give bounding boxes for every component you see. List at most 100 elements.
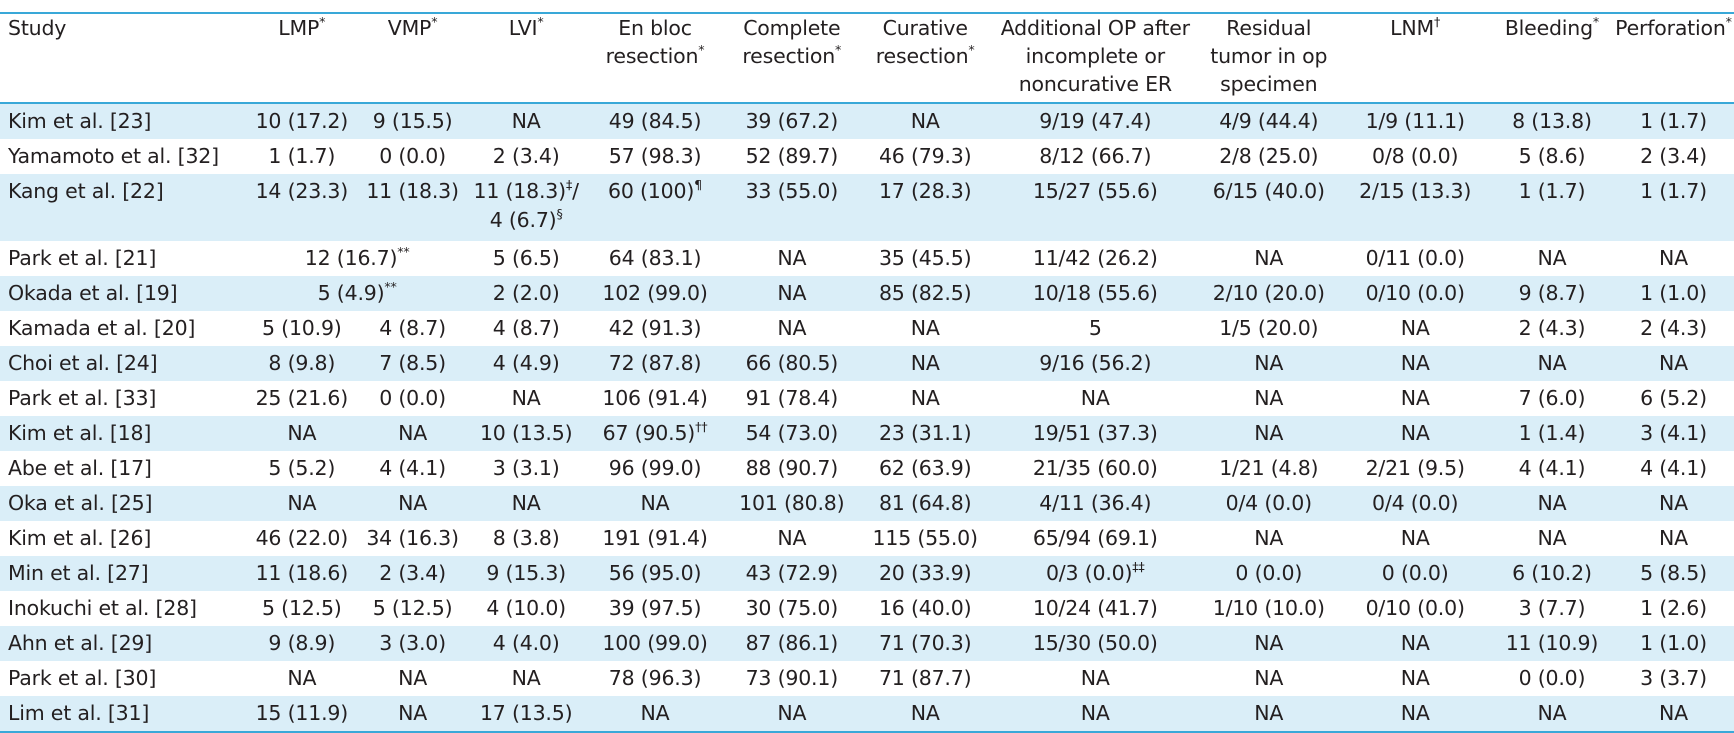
cell-bleeding: 5 (8.6) (1518, 144, 1586, 168)
cell-bleeding: 8 (13.8) (1490, 103, 1613, 139)
cell-bleeding: 4 (4.1) (1518, 456, 1586, 480)
cell-perforation: 2 (3.4) (1640, 144, 1707, 168)
cell-vmp: NA (398, 666, 428, 690)
cell-perforation: 3 (4.1) (1612, 416, 1734, 451)
cell-lvi: NA (467, 486, 585, 521)
cell-additional-op: 15/27 (55.6) (992, 174, 1199, 241)
cell-complete: NA (777, 246, 807, 270)
cell-study: Park et al. [21] (8, 246, 157, 270)
cell-lvi: 2 (2.0) (467, 276, 585, 311)
cell-curative: 20 (33.9) (857, 556, 993, 591)
cell-en-bloc: NA (584, 696, 726, 733)
cell-lmp: 1 (1.7) (268, 144, 336, 168)
cell-residual: 2/8 (25.0) (1219, 144, 1319, 168)
cell-lvi: 4 (10.0) (486, 596, 566, 620)
cell-lvi: NA (511, 386, 541, 410)
cell-vmp: 11 (18.3) (357, 174, 468, 241)
cell-perforation: 3 (3.7) (1640, 666, 1707, 690)
cell-lnm: NA (1400, 316, 1430, 340)
cell-lnm: 1/9 (11.1) (1339, 103, 1491, 139)
cell-perforation: NA (1659, 246, 1688, 270)
header-lmp: LMP* (246, 14, 358, 104)
header-vmp: VMP* (357, 14, 468, 104)
cell-bleeding: 0 (0.0) (1518, 666, 1586, 690)
cell-complete: NA (777, 526, 807, 550)
cell-curative: 17 (28.3) (857, 174, 993, 241)
header-complete-resection: Complete resection* (725, 14, 858, 104)
cell-lmp: 14 (23.3) (246, 174, 358, 241)
cell-lvi: 10 (13.5) (467, 416, 585, 451)
table-row: Kang et al. [22] 14 (23.3) 11 (18.3) 11 … (0, 174, 1734, 241)
cell-en-bloc: 57 (98.3) (608, 144, 702, 168)
cell-bleeding: 3 (7.7) (1518, 596, 1586, 620)
cell-lmp: 9 (8.9) (246, 626, 358, 661)
cell-complete: 30 (75.0) (745, 596, 839, 620)
cell-perforation: 1 (2.6) (1640, 596, 1707, 620)
cell-study: Park et al. [30] (8, 666, 157, 690)
cell-curative: 23 (31.1) (857, 416, 993, 451)
cell-perforation: NA (1659, 526, 1688, 550)
cell-en-bloc: 56 (95.0) (584, 556, 726, 591)
cell-additional-op: 19/51 (37.3) (992, 416, 1199, 451)
cell-lvi: 17 (13.5) (467, 696, 585, 733)
cell-lmp: 8 (9.8) (246, 346, 358, 381)
cell-study: Park et al. [33] (8, 386, 157, 410)
cell-en-bloc: 67 (90.5)†† (584, 416, 726, 451)
cell-en-bloc: 106 (91.4) (602, 386, 708, 410)
header-perforation: Perforation* (1612, 14, 1734, 104)
cell-en-bloc: 64 (83.1) (608, 246, 702, 270)
cell-lmp: 10 (17.2) (246, 103, 358, 139)
table-row: Abe et al. [17] 5 (5.2) 4 (4.1) 3 (3.1) … (0, 451, 1734, 486)
cell-bleeding: 11 (10.9) (1490, 626, 1613, 661)
cell-bleeding: NA (1537, 526, 1567, 550)
cell-additional-op: 5 (1088, 316, 1102, 340)
cell-curative: 71 (70.3) (857, 626, 993, 661)
cell-lnm: 0 (0.0) (1339, 556, 1491, 591)
cell-curative: 71 (87.7) (878, 666, 972, 690)
cell-residual: NA (1198, 416, 1340, 451)
cell-bleeding: 2 (4.3) (1518, 316, 1586, 340)
cell-vmp: 0 (0.0) (379, 386, 446, 410)
results-table: Study LMP* VMP* LVI* En bloc resection* C… (0, 14, 1734, 733)
cell-residual: NA (1254, 526, 1284, 550)
cell-perforation: 1 (1.7) (1612, 174, 1734, 241)
cell-additional-op: 65/94 (69.1) (1032, 526, 1158, 550)
cell-lmp: 46 (22.0) (255, 526, 349, 550)
cell-study: Okada et al. [19] (0, 276, 247, 311)
cell-en-bloc: 191 (91.4) (602, 526, 708, 550)
cell-study: Lim et al. [31] (0, 696, 247, 733)
cell-complete: 66 (80.5) (725, 346, 858, 381)
table-row: Yamamoto et al. [32] 1 (1.7) 0 (0.0) 2 (… (0, 139, 1734, 174)
cell-lnm: 2/15 (13.3) (1339, 174, 1491, 241)
cell-lnm: 0/10 (0.0) (1365, 596, 1465, 620)
header-lnm: LNM† (1339, 14, 1491, 104)
cell-vmp: 4 (8.7) (379, 316, 446, 340)
header-additional-op: Additional OP after incomplete or noncurat… (992, 14, 1199, 104)
cell-perforation: 1 (1.7) (1612, 103, 1734, 139)
header-row: Study LMP* VMP* LVI* En bloc resection* C… (0, 14, 1734, 104)
cell-perforation: 4 (4.1) (1640, 456, 1707, 480)
cell-bleeding: 1 (1.7) (1490, 174, 1613, 241)
cell-perforation: 1 (1.0) (1612, 276, 1734, 311)
cell-additional-op: NA (992, 696, 1199, 733)
cell-residual: 0 (0.0) (1198, 556, 1340, 591)
cell-lvi: 4 (4.9) (467, 346, 585, 381)
cell-complete: 43 (72.9) (725, 556, 858, 591)
cell-residual: 6/15 (40.0) (1198, 174, 1340, 241)
cell-residual: 1/10 (10.0) (1212, 596, 1325, 620)
cell-bleeding: 7 (6.0) (1518, 386, 1586, 410)
table-row: Min et al. [27] 11 (18.6) 2 (3.4) 9 (15.… (0, 556, 1734, 591)
cell-additional-op: 9/19 (47.4) (992, 103, 1199, 139)
table-row: Park et al. [33] 25 (21.6) 0 (0.0) NA 10… (0, 381, 1734, 416)
cell-lvi: 5 (6.5) (492, 246, 560, 270)
cell-en-bloc: 102 (99.0) (584, 276, 726, 311)
cell-lnm: NA (1339, 626, 1491, 661)
cell-complete: 52 (89.7) (745, 144, 839, 168)
cell-study: Kim et al. [23] (0, 103, 247, 139)
table-row: Kim et al. [23] 10 (17.2) 9 (15.5) NA 49… (0, 103, 1734, 139)
cell-lvi: 8 (3.8) (492, 526, 560, 550)
cell-additional-op: 9/16 (56.2) (992, 346, 1199, 381)
cell-en-bloc: 49 (84.5) (584, 103, 726, 139)
cell-study: Kang et al. [22] (0, 174, 247, 241)
cell-study: Oka et al. [25] (0, 486, 247, 521)
